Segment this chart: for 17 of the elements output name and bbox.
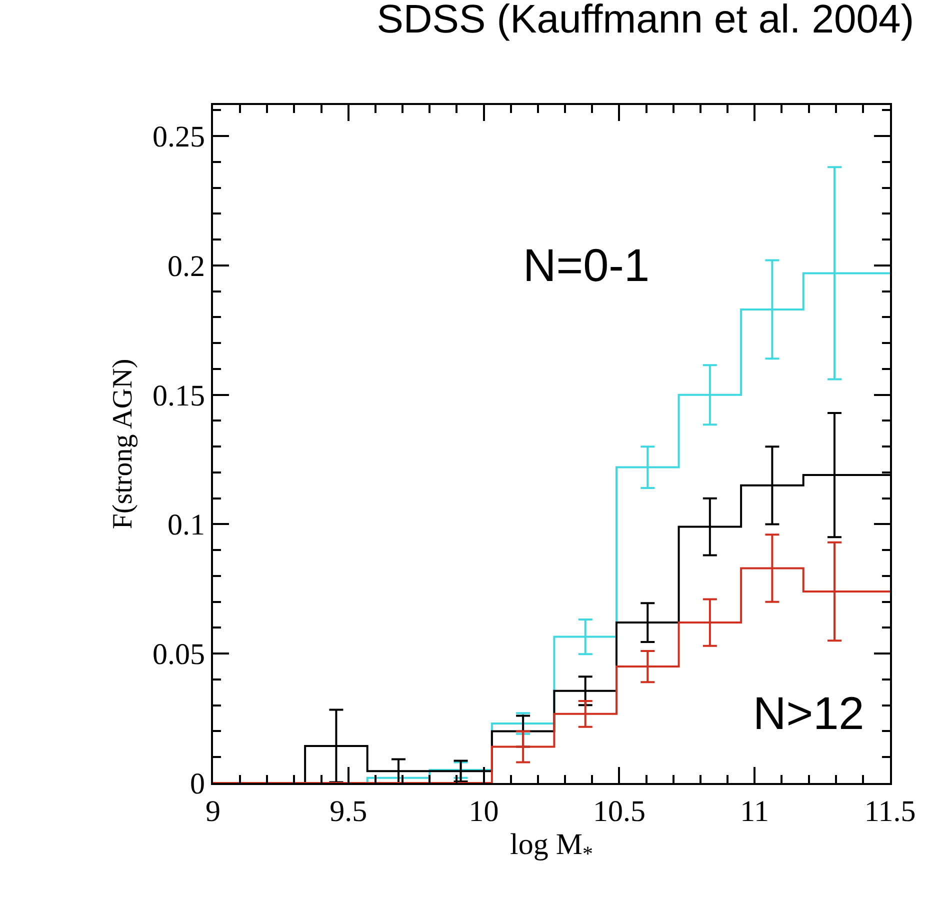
y-tick-label: 0.05 — [152, 638, 205, 672]
x-tick-label: 10 — [468, 795, 499, 828]
y-tick-label: 0.15 — [152, 379, 205, 412]
x-axis-title: log M$_{*}$ — [510, 828, 594, 866]
y-axis-title: F(strong AGN) — [108, 358, 139, 530]
y-tick-label: 0.2 — [168, 250, 205, 283]
chart-title: SDSS (Kauffmann et al. 2004) — [376, 0, 914, 42]
x-tick-label: 9.5 — [330, 795, 368, 828]
y-tick-label: 0.1 — [168, 508, 205, 542]
x-tick-label: 9 — [206, 795, 220, 828]
series-label: N>12 — [753, 687, 864, 739]
y-tick-label: 0.25 — [152, 120, 205, 154]
x-tick-label: 11.5 — [864, 795, 916, 828]
text: N=0-1 — [523, 239, 650, 291]
x-tick-label: 11 — [740, 795, 770, 828]
y-tick-label: 0 — [190, 768, 205, 800]
x-tick-label: 10.5 — [592, 795, 646, 828]
